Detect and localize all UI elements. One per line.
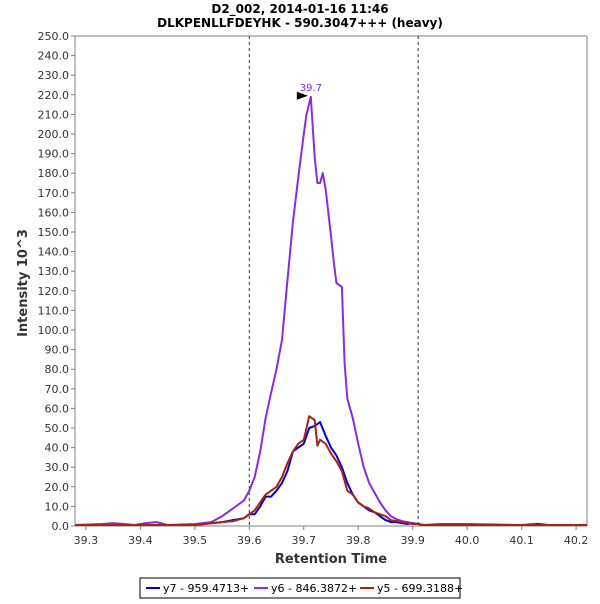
y-tick-label: 180.0 — [38, 167, 70, 180]
x-tick-label: 39.4 — [128, 534, 153, 547]
series-line-y5 — [75, 415, 587, 526]
y-tick-label: 80.0 — [45, 363, 70, 376]
y-tick-label: 10.0 — [45, 500, 70, 513]
y-tick-label: 230.0 — [38, 69, 70, 82]
y-tick-label: 90.0 — [45, 344, 70, 357]
y-tick-label: 120.0 — [38, 285, 70, 298]
y-tick-label: 30.0 — [45, 461, 70, 474]
y-tick-label: 60.0 — [45, 402, 70, 415]
peak-label: 39.7 — [300, 83, 322, 94]
y-tick-label: 40.0 — [45, 442, 70, 455]
x-tick-label: 40.0 — [455, 534, 480, 547]
y-tick-label: 240.0 — [38, 50, 70, 63]
x-tick-label: 39.9 — [400, 534, 425, 547]
plot-area: 0.0 10.0 20.0 30.0 40.0 50.0 60.0 70.0 80.0 90.0 1… — [38, 30, 589, 547]
x-tick-label: 39.3 — [74, 534, 99, 547]
y-tick-label: 100.0 — [38, 324, 70, 337]
y-tick-label: 70.0 — [45, 383, 70, 396]
x-tick-label: 40.2 — [564, 534, 589, 547]
chart-legend: y7 - 959.4713+ y6 - 846.3872+ y5 - 699.318… — [139, 577, 463, 599]
y-tick-label: 130.0 — [38, 265, 70, 278]
y-tick-label: 150.0 — [38, 226, 70, 239]
y-tick-label: 200.0 — [38, 128, 70, 141]
chart-subtitle: DLKPENLLFDEYHK - 590.3047+++ (heavy) — [157, 16, 443, 30]
legend-entry: y7 - 959.4713+ — [163, 582, 249, 595]
legend-box — [139, 577, 461, 599]
y-tick-label: 210.0 — [38, 108, 70, 121]
x-tick-label: 39.7 — [292, 534, 317, 547]
x-tick-label: 39.6 — [237, 534, 262, 547]
x-tick-label: 39.8 — [346, 534, 371, 547]
x-tick-label: 39.5 — [183, 534, 208, 547]
plot-frame — [74, 35, 588, 527]
y-tick-label: 110.0 — [38, 304, 70, 317]
legend-entry: y5 - 699.3188+ — [377, 582, 463, 595]
x-axis-label: Retention Time — [275, 552, 387, 567]
chart-title: D2_002, 2014-01-16 11:46 — [211, 2, 388, 17]
y-tick-label: 220.0 — [38, 89, 70, 102]
y-tick-label: 50.0 — [45, 422, 70, 435]
y-tick-label: 190.0 — [38, 148, 70, 161]
series-line-y6 — [74, 95, 587, 526]
legend-entry: y6 - 846.3872+ — [271, 582, 357, 595]
y-tick-label: 0.0 — [52, 520, 70, 533]
y-tick-label: 140.0 — [38, 246, 70, 259]
y-tick-label: 160.0 — [38, 206, 70, 219]
y-tick-label: 250.0 — [38, 30, 70, 43]
peak-marker-arrow — [296, 91, 308, 100]
y-tick-label: 20.0 — [45, 481, 70, 494]
y-axis-label: Intensity 10^3 — [16, 229, 31, 337]
y-tick-label: 170.0 — [38, 187, 70, 200]
x-tick-label: 40.1 — [509, 534, 534, 547]
